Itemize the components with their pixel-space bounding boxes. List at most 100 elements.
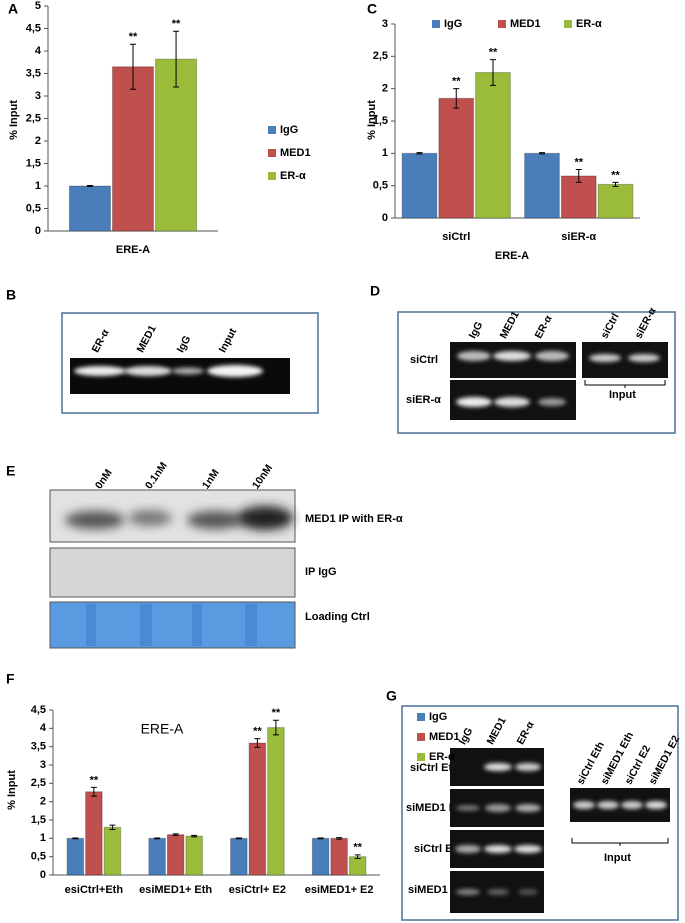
y-tick-label: 2: [35, 135, 41, 147]
significance: **: [452, 76, 461, 88]
error-bar: [173, 30, 180, 88]
significance: **: [172, 18, 181, 30]
lane-label: MED1: [135, 323, 159, 355]
error-bar: [72, 837, 79, 840]
bar: [148, 837, 166, 876]
bar: [85, 791, 103, 876]
y-tick-label: 0: [382, 212, 388, 224]
panel-label: B: [6, 287, 16, 303]
y-axis-title: % Input: [6, 770, 18, 810]
legend-label: MED1: [280, 147, 311, 159]
error-bar: [254, 738, 261, 748]
legend-label: ER-α: [280, 170, 306, 182]
y-tick-label: 4,5: [26, 22, 41, 34]
bar: [311, 837, 330, 876]
significance: **: [353, 842, 362, 854]
y-tick-label: 2,5: [31, 777, 46, 789]
x-tick-label: esiCtrl+Eth: [65, 884, 124, 896]
y-tick-label: 4: [40, 722, 47, 734]
bracket: [584, 380, 666, 388]
error-bar: [109, 824, 116, 831]
panel-label: F: [6, 671, 15, 687]
significance: **: [253, 726, 262, 738]
error-bar: [336, 837, 343, 840]
bar: [330, 837, 348, 876]
x-tick-label: siER-α: [561, 231, 596, 243]
row-label: siCtrl: [410, 354, 438, 366]
y-tick-label: 0: [40, 869, 46, 881]
error-bar: [539, 152, 545, 155]
y-tick-label: 3,5: [31, 741, 46, 753]
bar: [68, 185, 111, 232]
y-tick-label: 3,5: [26, 67, 41, 79]
lane-label: MED1: [485, 715, 509, 747]
bar: [155, 58, 198, 232]
error-bar: [130, 43, 136, 90]
error-bar: [490, 59, 496, 86]
legend-label: IgG: [280, 124, 298, 136]
bar: [185, 835, 203, 876]
y-tick-label: 3: [35, 90, 41, 102]
legend-swatch: [268, 126, 276, 134]
error-bar: [235, 837, 242, 840]
error-bar: [154, 837, 161, 840]
bar: [597, 183, 634, 219]
chart-title: ERE-A: [141, 721, 184, 737]
gel: [450, 748, 670, 913]
y-tick-label: 2,5: [26, 112, 41, 124]
bar: [248, 742, 267, 876]
lane-label: siMED1 E2: [647, 734, 683, 787]
bar: [560, 175, 597, 219]
significance: **: [129, 31, 138, 43]
x-tick-label: ERE-A: [116, 244, 150, 256]
row-label: siCtrl Eth: [410, 762, 459, 774]
error-bar: [90, 786, 97, 797]
x-tick-label: siCtrl: [442, 231, 470, 243]
bar: [401, 152, 438, 219]
bar: [103, 826, 122, 876]
significance: **: [611, 169, 620, 181]
legend-swatch: [417, 733, 425, 741]
bar: [267, 727, 285, 876]
legend-swatch: [417, 753, 425, 761]
error-bar: [172, 833, 179, 836]
x-tick-label: esiMED1+ Eth: [139, 884, 212, 896]
significance: **: [90, 774, 99, 786]
y-tick-label: 5: [35, 0, 41, 12]
row-label: Loading Ctrl: [305, 611, 370, 623]
legend-swatch: [564, 20, 572, 28]
error-bar: [272, 719, 279, 736]
lane-label: IgG: [175, 334, 194, 355]
lane-label: 1nM: [200, 467, 222, 491]
x-tick-label: esiCtrl+ E2: [229, 884, 286, 896]
lane-label: ER-α: [90, 327, 112, 355]
lane-label: 0nM: [93, 467, 115, 491]
lane-label: siCtrl: [599, 311, 622, 340]
significance: **: [272, 707, 281, 719]
row-label: siCtrl E2: [414, 843, 459, 855]
bar: [230, 837, 248, 876]
panel-label: G: [386, 688, 397, 704]
legend-label: IgG: [444, 18, 462, 30]
y-tick-label: 3: [40, 759, 46, 771]
y-tick-label: 0,5: [26, 202, 41, 214]
legend-swatch: [432, 20, 440, 28]
legend-label: ER-α: [576, 18, 602, 30]
y-tick-label: 1,5: [26, 157, 41, 169]
row-label: IP IgG: [305, 566, 337, 578]
panel-frame: [61, 312, 319, 414]
y-tick-label: 0,5: [373, 180, 388, 192]
bar: [438, 97, 475, 219]
panel-label: D: [370, 283, 380, 299]
y-tick-label: 0,5: [31, 851, 46, 863]
legend-swatch: [268, 172, 276, 180]
y-tick-label: 2,5: [373, 50, 388, 62]
panel-frame: [397, 311, 676, 434]
panel-frame: [401, 705, 679, 921]
row-label: MED1 IP with ER-α: [305, 513, 403, 525]
error-bar: [416, 152, 423, 155]
error-bar: [575, 169, 582, 183]
y-tick-label: 1: [35, 180, 41, 192]
legend-label: MED1: [429, 731, 460, 743]
error-bar: [86, 185, 93, 187]
